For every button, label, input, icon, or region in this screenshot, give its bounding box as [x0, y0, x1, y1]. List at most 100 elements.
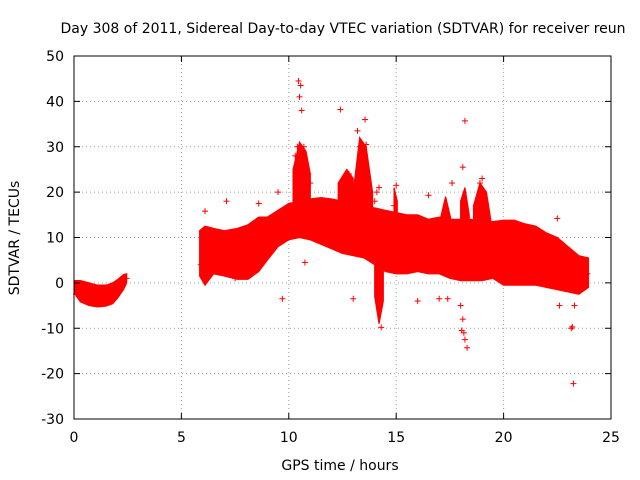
data-point — [459, 164, 466, 171]
data-point — [489, 248, 496, 255]
data-point — [425, 239, 432, 246]
data-point — [212, 257, 219, 264]
data-point — [328, 216, 335, 223]
chart-title: Day 308 of 2011, Sidereal Day-to-day VTE… — [60, 21, 625, 37]
data-point — [298, 107, 305, 114]
y-tick-label: 40 — [46, 94, 64, 110]
data-point — [363, 141, 370, 148]
data-point — [522, 252, 529, 259]
data-point — [294, 143, 301, 150]
data-point — [436, 239, 443, 246]
density-band — [374, 258, 384, 324]
data-point — [292, 152, 299, 159]
data-point — [354, 127, 361, 134]
data-point — [446, 239, 453, 246]
data-point — [345, 170, 352, 177]
x-tick-label: 0 — [70, 430, 79, 446]
y-tick-label: 10 — [46, 231, 64, 247]
data-point — [570, 380, 577, 387]
data-point — [476, 180, 483, 187]
data-point — [86, 296, 93, 303]
data-point — [360, 225, 367, 232]
data-point — [285, 220, 292, 227]
data-point — [568, 325, 575, 332]
data-point — [393, 239, 400, 246]
data-point — [123, 275, 130, 282]
data-point — [556, 302, 563, 309]
y-tick-label: -30 — [41, 412, 64, 428]
data-point — [105, 298, 112, 305]
y-tick-label: -20 — [41, 367, 64, 383]
data-point — [116, 288, 123, 295]
data-point — [356, 143, 363, 150]
y-tick-label: 0 — [55, 276, 64, 292]
y-axis-label: SDTVAR / TECUs — [7, 181, 23, 296]
data-point — [204, 248, 211, 255]
x-axis-label: GPS time / hours — [281, 458, 398, 474]
data-point — [371, 229, 378, 236]
data-point — [307, 216, 314, 223]
data-point — [458, 327, 465, 334]
axis-ticks: 0 5 10 15 20 25 -30 -20 -10 0 10 20 30 40 50 — [41, 49, 620, 446]
data-point — [449, 180, 456, 187]
data-point — [393, 182, 400, 189]
density-band — [438, 196, 453, 258]
data-point — [379, 214, 386, 221]
data-point — [275, 225, 282, 232]
data-point — [295, 77, 302, 84]
data-point — [414, 243, 421, 250]
data-point — [79, 293, 86, 300]
data-point — [464, 344, 471, 351]
data-point — [197, 261, 204, 268]
data-point — [300, 143, 307, 150]
x-tick-label: 20 — [495, 430, 513, 446]
data-point — [343, 180, 350, 187]
data-point — [459, 316, 466, 323]
data-point — [468, 266, 475, 273]
data-point — [425, 192, 432, 199]
data-point — [318, 216, 325, 223]
data-point — [378, 324, 385, 331]
y-tick-label: 50 — [46, 49, 64, 65]
data-point — [376, 184, 383, 191]
data-point — [279, 295, 286, 302]
data-point — [305, 170, 312, 177]
data-point — [461, 117, 468, 124]
data-point — [554, 215, 561, 222]
x-tick-label: 10 — [280, 430, 298, 446]
data-point — [461, 336, 468, 343]
data-point — [337, 106, 344, 113]
data-point — [554, 261, 561, 268]
data-point — [307, 180, 314, 187]
data-point — [479, 248, 486, 255]
x-tick-label: 5 — [177, 430, 186, 446]
y-tick-label: 20 — [46, 185, 64, 201]
data-point — [221, 266, 228, 273]
data-point — [457, 302, 464, 309]
data-point — [382, 234, 389, 241]
data-point — [543, 257, 550, 264]
data-point — [264, 234, 271, 241]
data-point — [575, 266, 582, 273]
data-point — [275, 189, 282, 196]
data-band — [74, 136, 590, 324]
data-point — [373, 189, 380, 196]
data-point — [569, 323, 576, 330]
data-point — [98, 299, 105, 306]
data-point — [242, 266, 249, 273]
x-tick-label: 15 — [387, 430, 405, 446]
data-point — [223, 198, 230, 205]
data-point — [350, 225, 357, 232]
data-point — [298, 214, 305, 221]
data-point — [511, 252, 518, 259]
density-band — [352, 136, 374, 231]
data-points — [73, 77, 591, 387]
data-point — [202, 208, 209, 215]
data-point — [391, 202, 398, 209]
data-point — [296, 218, 303, 225]
data-point — [436, 295, 443, 302]
data-point — [255, 200, 262, 207]
data-point — [253, 248, 260, 255]
data-point — [92, 298, 99, 305]
y-tick-label: -10 — [41, 321, 64, 337]
